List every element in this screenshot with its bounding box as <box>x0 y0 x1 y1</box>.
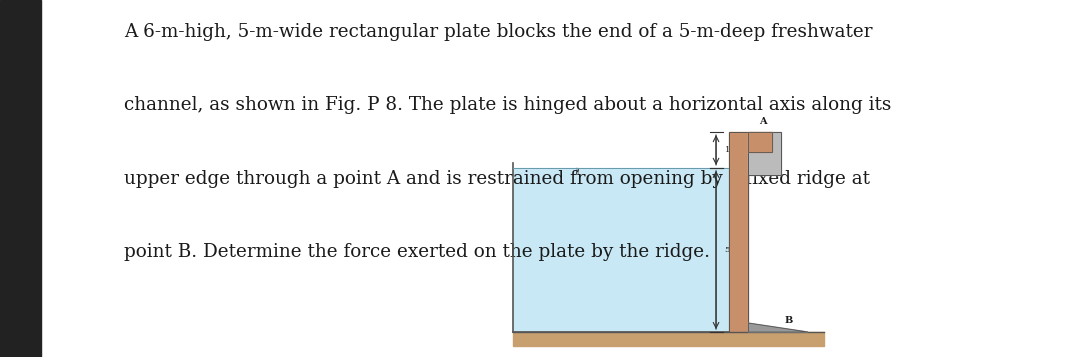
Text: 5 m: 5 m <box>725 246 741 254</box>
Text: A: A <box>758 117 767 126</box>
Polygon shape <box>748 323 808 332</box>
Bar <box>748 132 781 175</box>
Bar <box>748 132 781 175</box>
Bar <box>729 132 748 332</box>
Bar <box>748 132 772 152</box>
Text: B: B <box>784 316 793 325</box>
Bar <box>729 132 748 332</box>
Text: A 6-m-high, 5-m-wide rectangular plate blocks the end of a 5-m-deep freshwater: A 6-m-high, 5-m-wide rectangular plate b… <box>124 23 873 41</box>
Text: channel, as shown in Fig. P 8. The plate is hinged about a horizontal axis along: channel, as shown in Fig. P 8. The plate… <box>124 96 892 114</box>
Text: upper edge through a point A and is restrained from opening by a fixed ridge at: upper edge through a point A and is rest… <box>124 170 870 187</box>
Bar <box>748 132 772 152</box>
Bar <box>513 332 824 346</box>
Bar <box>0 0 41 357</box>
Text: ≈: ≈ <box>572 164 583 174</box>
Text: point B. Determine the force exerted on the plate by the ridge.: point B. Determine the force exerted on … <box>124 243 711 261</box>
Text: 1 m: 1 m <box>725 146 741 154</box>
Bar <box>513 168 729 332</box>
